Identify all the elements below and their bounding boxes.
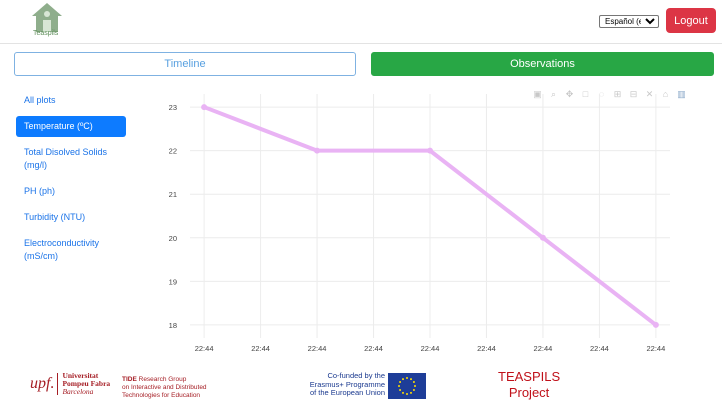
data-point — [314, 147, 321, 154]
tide-line-2: on Interactive and Distributed — [122, 384, 207, 391]
teaspils-project-title: TEASPILS Project — [498, 369, 560, 401]
eu-star — [414, 385, 416, 387]
eu-star — [399, 389, 402, 391]
sidebar-item-ph[interactable]: PH (ph) — [24, 186, 56, 196]
plotly-logo-icon[interactable]: ▥ — [677, 89, 686, 99]
tide-logo: TIDE Research Group on Interactive and D… — [122, 376, 207, 400]
sidebar-item-turbidity[interactable]: Turbidity (NTU) — [24, 212, 86, 222]
y-tick-label: 19 — [169, 277, 177, 286]
data-point — [201, 104, 208, 111]
teaspils-line-1: TEASPILS — [498, 369, 561, 384]
tab-timeline[interactable]: Timeline — [14, 52, 356, 76]
erasmus-line-2: Erasmus+ Programme — [309, 379, 385, 389]
tide-bold: TIDE — [122, 376, 137, 383]
teaspils-logo[interactable] — [30, 2, 64, 40]
erasmus-line-3: of the European Union — [309, 388, 385, 397]
sidebar-item-total-disolved-solids[interactable]: Total Disolved Solids (mg/l) — [24, 147, 108, 170]
data-point — [652, 321, 659, 328]
tab-observations[interactable]: Observations — [371, 52, 714, 76]
x-tick-label: 22:44 — [364, 344, 383, 353]
pan-icon[interactable]: ✥ — [565, 89, 574, 99]
eu-star — [410, 378, 412, 381]
upf-line-3: Barcelona — [62, 387, 94, 396]
logout-button[interactable]: Logout — [666, 8, 716, 33]
eu-star — [406, 377, 408, 379]
tide-line-1: Research Group — [136, 376, 187, 383]
y-tick-label: 22 — [169, 147, 177, 156]
lasso-icon[interactable]: ◌ — [598, 89, 605, 99]
eu-star — [412, 381, 415, 383]
erasmus-text: Co-funded by the Erasmus+ Programme of t… — [300, 371, 385, 398]
reset-axes-icon[interactable]: ⌂ — [662, 89, 669, 99]
eu-star — [399, 381, 402, 383]
x-tick-label: 22:44 — [646, 344, 665, 353]
box-select-icon[interactable]: □ — [582, 89, 589, 99]
logo-text: Teaspils — [33, 30, 59, 37]
x-tick-label: 22:44 — [195, 344, 214, 353]
plot-modebar: ▣ ⌕ ✥ □ ◌ ⊞ ⊟ ✕ ⌂ ▥ — [533, 90, 686, 102]
y-tick-label: 18 — [169, 321, 177, 330]
x-tick-label: 22:44 — [308, 344, 327, 353]
eu-star — [410, 391, 412, 394]
autoscale-icon[interactable]: ✕ — [645, 89, 654, 99]
data-point — [427, 147, 433, 154]
eu-star — [412, 389, 415, 391]
eu-star — [402, 378, 404, 381]
sidebar-item-temperature[interactable]: Temperature (ºC) — [16, 116, 126, 137]
teaspils-line-2: Project — [508, 385, 550, 400]
upf-logo: upf. Universitat Pompeu Fabra Barcelona — [30, 372, 110, 396]
x-tick-label: 22:44 — [477, 344, 496, 353]
eu-star — [406, 393, 408, 395]
eu-star — [402, 391, 404, 394]
language-select[interactable]: Español (es) — [599, 15, 659, 28]
upf-line-2: Pompeu Fabra — [62, 379, 111, 388]
zoom-icon[interactable]: ⌕ — [550, 89, 557, 99]
zoom-out-icon[interactable]: ⊟ — [629, 89, 638, 99]
eu-star — [398, 385, 400, 387]
data-point — [539, 234, 546, 241]
top-header: Teaspils Español (es) Logout — [0, 0, 722, 44]
x-tick-label: 22:44 — [251, 344, 270, 353]
x-tick-label: 22:44 — [534, 344, 553, 353]
plot-sidebar: All plots Temperature (ºC) Total Disolve… — [16, 90, 126, 272]
y-tick-label: 20 — [169, 234, 177, 243]
erasmus-line-1: Co-funded by the — [327, 371, 385, 380]
upf-line-1: Universitat — [62, 371, 99, 380]
tide-line-3: Technologies for Education — [122, 392, 201, 399]
camera-icon[interactable]: ▣ — [533, 89, 542, 99]
eu-flag-icon — [388, 373, 426, 399]
x-tick-label: 22:44 — [421, 344, 440, 353]
sidebar-item-all-plots[interactable]: All plots — [24, 95, 56, 105]
y-tick-label: 23 — [169, 103, 177, 112]
upf-mark: upf. — [30, 373, 59, 395]
y-tick-label: 21 — [169, 190, 177, 199]
zoom-in-icon[interactable]: ⊞ — [613, 89, 622, 99]
x-tick-label: 22:44 — [590, 344, 609, 353]
temperature-line-chart: 18 19 20 21 22 23 22:44 22:44 22:44 22:44 22:44 22:… — [169, 94, 670, 353]
sidebar-item-electroconductivity[interactable]: Electroconductivity (mS/cm) — [24, 238, 100, 261]
